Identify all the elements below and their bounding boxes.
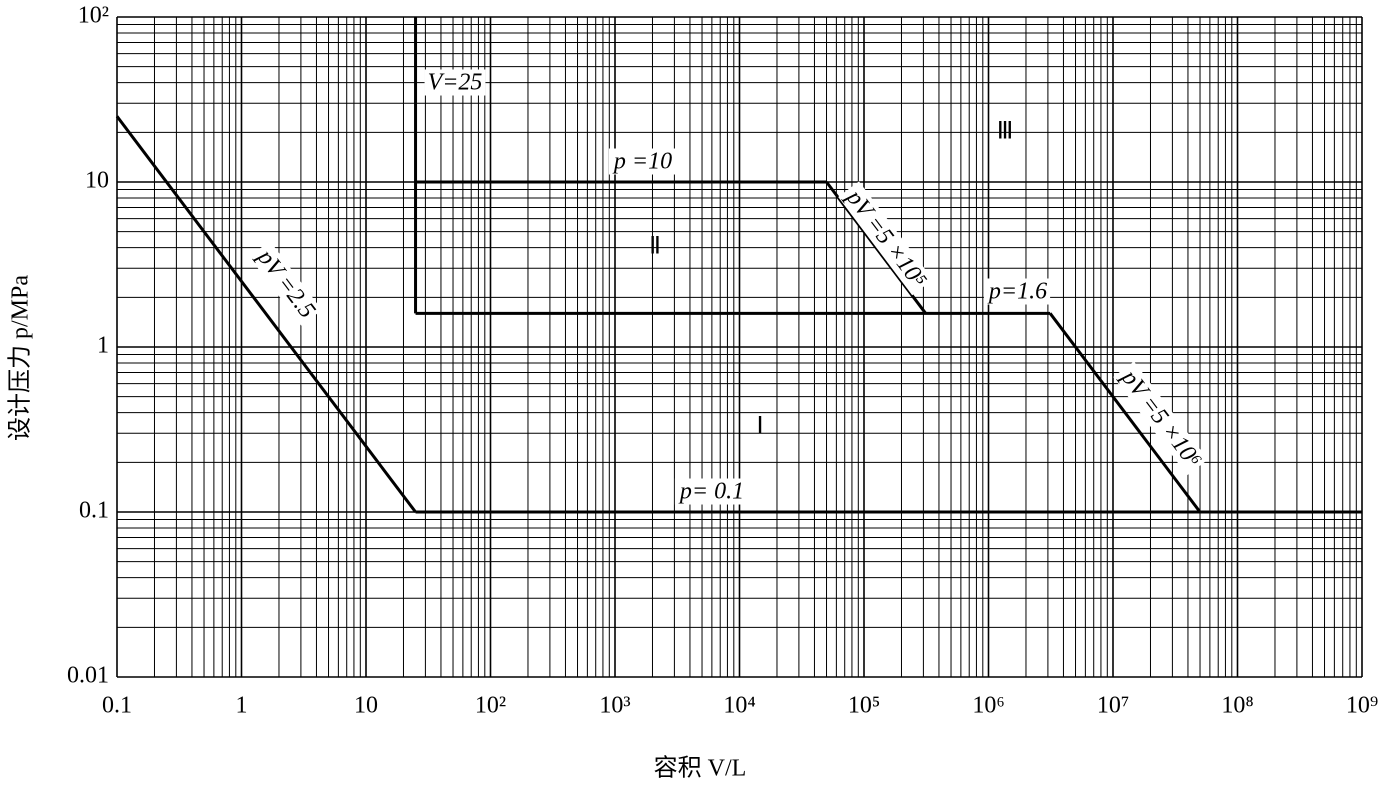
x-tick-label: 1 <box>236 693 248 719</box>
x-tick-label: 10⁴ <box>723 693 755 719</box>
annotation-background <box>674 478 748 505</box>
annotation-background <box>249 240 322 326</box>
annotation: V=25 <box>428 70 483 96</box>
annotation: p =10 <box>612 149 672 175</box>
x-tick-label: 10 <box>354 693 378 719</box>
annotation-background <box>838 181 933 296</box>
y-axis-title: 设计压力 p/MPa <box>7 275 34 441</box>
annotation: Ⅱ <box>649 234 661 260</box>
annotation: pV =2.5 <box>251 243 320 323</box>
y-tick-label: 10 <box>85 168 109 194</box>
y-tick-label: 0.01 <box>67 663 109 689</box>
annotation-background <box>983 278 1051 305</box>
x-tick-label: 10⁹ <box>1346 693 1378 719</box>
annotation: pV =5 ×10⁵ <box>840 184 931 293</box>
series-line <box>115 115 417 513</box>
series-line <box>825 181 927 315</box>
x-axis-title: 容积 V/L <box>654 755 747 782</box>
annotation: p=1.6 <box>987 279 1047 305</box>
annotation-background <box>1113 361 1208 476</box>
y-tick-label: 0.1 <box>79 498 109 524</box>
x-tick-label: 10⁶ <box>972 693 1004 719</box>
y-tick-label: 10² <box>78 3 109 29</box>
annotation: Ⅰ <box>756 414 763 440</box>
annotation: p= 0.1 <box>678 479 744 505</box>
annotation-background <box>608 148 676 175</box>
x-tick-label: 10⁸ <box>1221 693 1253 719</box>
annotation: Ⅲ <box>997 119 1014 145</box>
x-tick-label: 10² <box>475 693 506 719</box>
x-tick-label: 10³ <box>599 693 630 719</box>
x-tick-label: 10⁷ <box>1097 693 1129 719</box>
x-tick-label: 10⁵ <box>848 693 880 719</box>
y-tick-label: 1 <box>97 333 109 359</box>
series-line <box>1048 312 1202 513</box>
annotation-background <box>424 69 486 96</box>
x-tick-label: 0.1 <box>102 693 132 719</box>
